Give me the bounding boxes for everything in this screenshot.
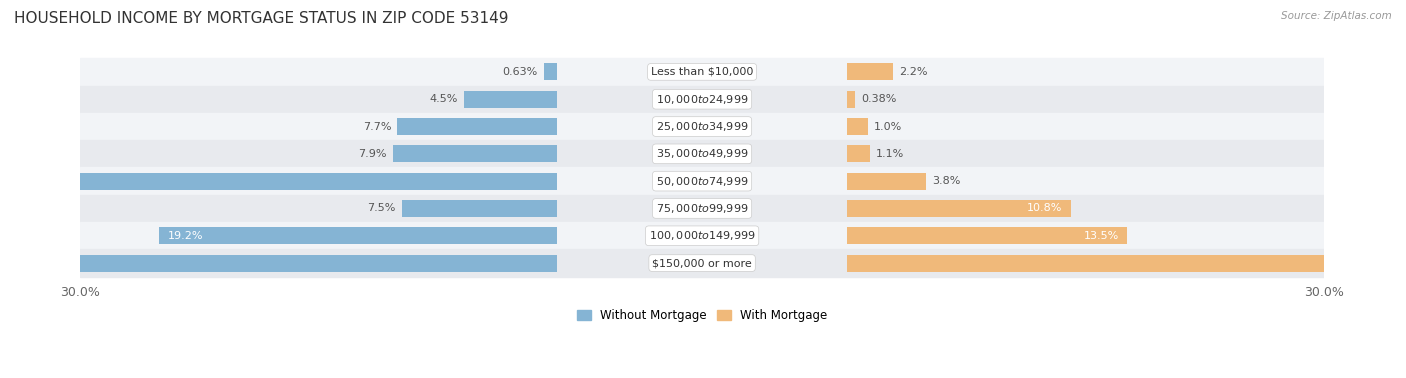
Bar <box>80 222 1324 249</box>
Text: $10,000 to $24,999: $10,000 to $24,999 <box>655 93 748 106</box>
Text: 13.5%: 13.5% <box>1084 231 1119 241</box>
Bar <box>80 249 1324 277</box>
Legend: Without Mortgage, With Mortgage: Without Mortgage, With Mortgage <box>572 304 832 327</box>
Bar <box>159 227 557 244</box>
Text: 25.4%: 25.4% <box>39 258 75 268</box>
Bar <box>848 64 893 81</box>
Text: HOUSEHOLD INCOME BY MORTGAGE STATUS IN ZIP CODE 53149: HOUSEHOLD INCOME BY MORTGAGE STATUS IN Z… <box>14 11 509 26</box>
Bar <box>848 118 868 135</box>
Bar <box>848 173 927 190</box>
Bar <box>544 64 557 81</box>
Bar <box>80 85 1324 113</box>
Text: 19.2%: 19.2% <box>167 231 202 241</box>
Text: 1.1%: 1.1% <box>876 149 904 159</box>
Bar <box>80 195 1324 222</box>
Text: 7.9%: 7.9% <box>359 149 387 159</box>
Text: 27.1%: 27.1% <box>1365 258 1400 268</box>
Bar <box>848 227 1128 244</box>
Bar <box>848 255 1406 271</box>
Text: 2.2%: 2.2% <box>898 67 928 77</box>
Text: Source: ZipAtlas.com: Source: ZipAtlas.com <box>1281 11 1392 21</box>
Text: 0.38%: 0.38% <box>862 94 897 104</box>
Text: 7.7%: 7.7% <box>363 122 391 132</box>
Bar <box>464 91 557 108</box>
Bar <box>394 146 557 162</box>
Bar <box>80 140 1324 167</box>
Bar <box>398 118 557 135</box>
Text: 3.8%: 3.8% <box>932 176 960 186</box>
Text: 4.5%: 4.5% <box>429 94 457 104</box>
Bar <box>848 91 855 108</box>
Text: 7.5%: 7.5% <box>367 203 395 214</box>
Bar <box>31 255 557 271</box>
Bar <box>0 173 557 190</box>
Bar <box>848 200 1071 217</box>
Bar <box>848 146 870 162</box>
Text: $25,000 to $34,999: $25,000 to $34,999 <box>655 120 748 133</box>
Bar <box>80 167 1324 195</box>
Text: $50,000 to $74,999: $50,000 to $74,999 <box>655 175 748 187</box>
Text: 27.0%: 27.0% <box>6 176 41 186</box>
Text: Less than $10,000: Less than $10,000 <box>651 67 754 77</box>
Text: $150,000 or more: $150,000 or more <box>652 258 752 268</box>
Text: 1.0%: 1.0% <box>875 122 903 132</box>
Text: $75,000 to $99,999: $75,000 to $99,999 <box>655 202 748 215</box>
Text: $35,000 to $49,999: $35,000 to $49,999 <box>655 147 748 160</box>
Text: 0.63%: 0.63% <box>502 67 537 77</box>
Bar <box>80 58 1324 85</box>
Text: 10.8%: 10.8% <box>1028 203 1063 214</box>
Bar <box>80 113 1324 140</box>
Text: $100,000 to $149,999: $100,000 to $149,999 <box>648 229 755 242</box>
Bar <box>402 200 557 217</box>
